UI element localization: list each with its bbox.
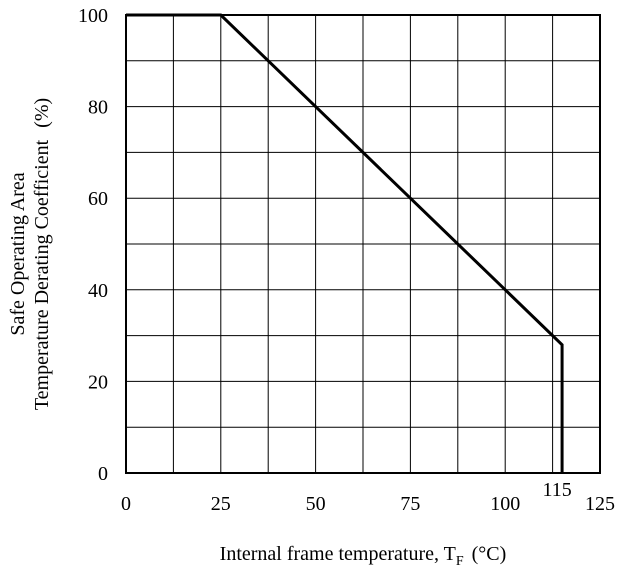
y-tick-labels: 0 20 40 60 80 100: [78, 5, 108, 485]
y-axis-label: Safe Operating Area Temperature Derating…: [7, 98, 53, 410]
y-tick-label-80: 80: [88, 97, 108, 119]
grid: [126, 15, 600, 473]
y-tick-label-20: 20: [88, 371, 108, 393]
x-axis-label: Internal frame temperature, TF (°C): [220, 543, 507, 569]
x-tick-label-50: 50: [306, 493, 326, 515]
x-tick-label-115: 115: [542, 479, 571, 501]
y-tick-label-100: 100: [78, 5, 108, 27]
x-tick-labels: 0 25 50 75 100 125 115: [121, 479, 615, 515]
x-tick-label-100: 100: [490, 493, 520, 515]
x-axis-label-main: Internal frame temperature, T: [220, 543, 456, 565]
x-tick-label-125: 125: [585, 493, 615, 515]
x-axis-label-subscript: F: [456, 554, 464, 569]
series-line-0: [126, 13, 564, 473]
x-axis-label-unit: (°C): [472, 543, 507, 565]
y-axis-label-line2-text: Temperature Derating Coefficient: [31, 139, 53, 410]
x-tick-label-0: 0: [121, 493, 131, 515]
x-tick-label-75: 75: [400, 493, 420, 515]
y-tick-label-40: 40: [88, 280, 108, 302]
plot-frame: [125, 14, 601, 474]
y-axis-label-line2: Temperature Derating Coefficient (%): [31, 98, 53, 410]
y-axis-label-unit: (%): [31, 98, 53, 128]
x-tick-label-25: 25: [211, 493, 231, 515]
series-layer: [126, 13, 564, 473]
y-axis-label-line1: Safe Operating Area: [7, 172, 29, 335]
y-tick-label-0: 0: [98, 463, 108, 485]
y-tick-label-60: 60: [88, 188, 108, 210]
